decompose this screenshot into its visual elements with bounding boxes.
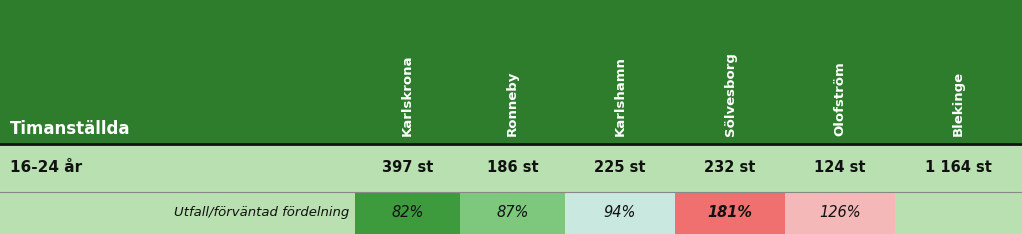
Text: Blekinge: Blekinge [953,71,965,136]
Text: 16-24 år: 16-24 år [10,160,82,176]
Text: 126%: 126% [820,205,861,220]
Text: 225 st: 225 st [594,160,646,176]
Bar [460,192,565,234]
Text: 87%: 87% [497,205,528,220]
Text: Karlshamn: Karlshamn [613,56,626,136]
Text: 1 164 st: 1 164 st [925,160,992,176]
Bar [785,192,895,234]
Bar [355,192,460,234]
Text: 232 st: 232 st [704,160,755,176]
Text: 397 st: 397 st [382,160,433,176]
Bar [0,192,1022,234]
Text: Utfall/förväntad fördelning: Utfall/förväntad fördelning [174,206,349,219]
Text: Olofström: Olofström [834,61,846,136]
Text: 181%: 181% [707,205,752,220]
Text: Karlskrona: Karlskrona [401,55,414,136]
Bar [565,192,675,234]
Text: Ronneby: Ronneby [506,70,519,136]
Text: Timanställda: Timanställda [10,120,131,138]
Bar [0,0,1022,144]
Text: 82%: 82% [391,205,424,220]
Bar [0,144,1022,192]
Text: 186 st: 186 st [486,160,539,176]
Bar [675,192,785,234]
Text: 94%: 94% [604,205,636,220]
Text: Sölvesborg: Sölvesborg [724,52,737,136]
Text: 124 st: 124 st [815,160,866,176]
